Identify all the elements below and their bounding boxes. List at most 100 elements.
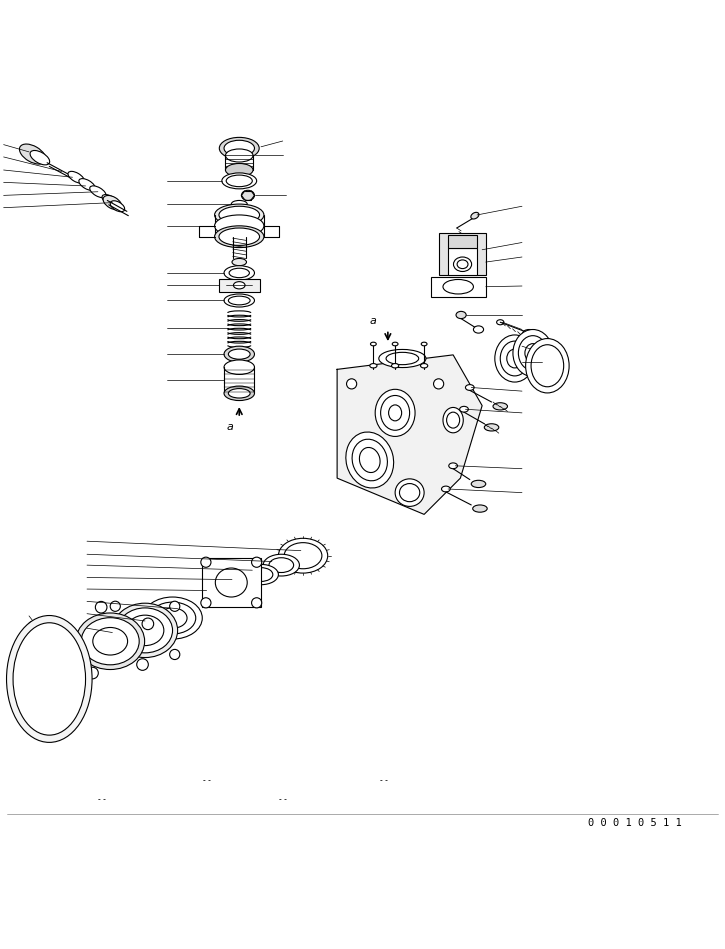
Ellipse shape: [449, 463, 457, 469]
Ellipse shape: [68, 172, 84, 183]
Circle shape: [347, 379, 357, 389]
Ellipse shape: [525, 344, 541, 363]
Circle shape: [110, 602, 120, 611]
Ellipse shape: [420, 363, 428, 368]
Ellipse shape: [484, 424, 499, 431]
Ellipse shape: [460, 406, 468, 412]
Ellipse shape: [225, 163, 253, 177]
Ellipse shape: [228, 296, 250, 305]
Ellipse shape: [493, 402, 508, 410]
Ellipse shape: [112, 604, 178, 658]
Ellipse shape: [224, 573, 257, 593]
Ellipse shape: [497, 320, 504, 325]
Circle shape: [110, 649, 120, 660]
Ellipse shape: [93, 627, 128, 655]
Ellipse shape: [442, 486, 450, 492]
Circle shape: [61, 632, 72, 643]
Ellipse shape: [379, 349, 426, 367]
Ellipse shape: [269, 558, 294, 572]
Ellipse shape: [386, 352, 419, 364]
Text: - -: - -: [381, 775, 388, 785]
Ellipse shape: [513, 329, 552, 377]
Text: a: a: [226, 421, 233, 432]
Ellipse shape: [225, 149, 253, 162]
Ellipse shape: [241, 191, 254, 200]
Ellipse shape: [7, 616, 92, 742]
Ellipse shape: [158, 608, 187, 628]
Ellipse shape: [454, 257, 471, 271]
Ellipse shape: [471, 480, 486, 488]
Ellipse shape: [229, 576, 252, 590]
Bar: [439, 233, 486, 275]
Ellipse shape: [457, 260, 468, 269]
Text: - -: - -: [98, 795, 105, 804]
Text: - -: - -: [279, 795, 286, 804]
Text: 0 0 0 1 0 5 1 1: 0 0 0 1 0 5 1 1: [587, 817, 681, 828]
Ellipse shape: [224, 386, 254, 400]
Ellipse shape: [215, 215, 264, 236]
Ellipse shape: [278, 538, 328, 573]
Ellipse shape: [471, 213, 479, 219]
Ellipse shape: [465, 384, 474, 390]
Ellipse shape: [76, 613, 145, 670]
Bar: [202, 558, 261, 607]
Ellipse shape: [30, 151, 50, 165]
Ellipse shape: [395, 479, 424, 507]
Ellipse shape: [219, 228, 260, 246]
Bar: [219, 279, 260, 291]
Ellipse shape: [215, 568, 247, 597]
Ellipse shape: [103, 195, 122, 210]
Ellipse shape: [81, 618, 139, 665]
Ellipse shape: [28, 621, 41, 629]
Ellipse shape: [224, 346, 254, 363]
Ellipse shape: [249, 568, 273, 582]
Polygon shape: [337, 355, 482, 514]
Ellipse shape: [215, 204, 264, 226]
Ellipse shape: [215, 226, 264, 248]
Ellipse shape: [443, 407, 463, 433]
Circle shape: [142, 618, 154, 629]
Circle shape: [170, 649, 180, 660]
Ellipse shape: [229, 269, 249, 278]
Ellipse shape: [228, 349, 250, 360]
Ellipse shape: [224, 360, 254, 375]
Ellipse shape: [392, 363, 399, 368]
Text: a: a: [370, 316, 376, 326]
Circle shape: [87, 667, 99, 679]
Ellipse shape: [370, 363, 377, 368]
Ellipse shape: [360, 448, 380, 473]
Circle shape: [252, 557, 262, 568]
Circle shape: [201, 598, 211, 608]
Ellipse shape: [523, 329, 536, 337]
Ellipse shape: [231, 200, 247, 208]
Ellipse shape: [507, 349, 523, 368]
Ellipse shape: [110, 201, 125, 212]
Ellipse shape: [263, 554, 299, 576]
Ellipse shape: [473, 505, 487, 512]
Ellipse shape: [228, 388, 250, 398]
Ellipse shape: [233, 282, 245, 288]
Circle shape: [434, 379, 444, 389]
Ellipse shape: [518, 336, 547, 370]
Ellipse shape: [79, 178, 95, 191]
Ellipse shape: [219, 138, 260, 159]
Ellipse shape: [222, 173, 257, 189]
Ellipse shape: [526, 339, 569, 393]
Ellipse shape: [232, 258, 246, 266]
Ellipse shape: [126, 615, 164, 645]
Circle shape: [96, 602, 107, 613]
Ellipse shape: [352, 439, 387, 481]
Ellipse shape: [494, 335, 534, 382]
Ellipse shape: [399, 484, 420, 502]
Ellipse shape: [102, 195, 118, 206]
Ellipse shape: [224, 140, 254, 157]
Ellipse shape: [346, 432, 394, 488]
Ellipse shape: [117, 608, 173, 653]
Ellipse shape: [392, 343, 398, 345]
Ellipse shape: [284, 543, 322, 568]
Ellipse shape: [443, 279, 473, 294]
Circle shape: [201, 557, 211, 568]
Ellipse shape: [13, 623, 86, 735]
Ellipse shape: [500, 341, 529, 376]
Ellipse shape: [389, 405, 402, 420]
